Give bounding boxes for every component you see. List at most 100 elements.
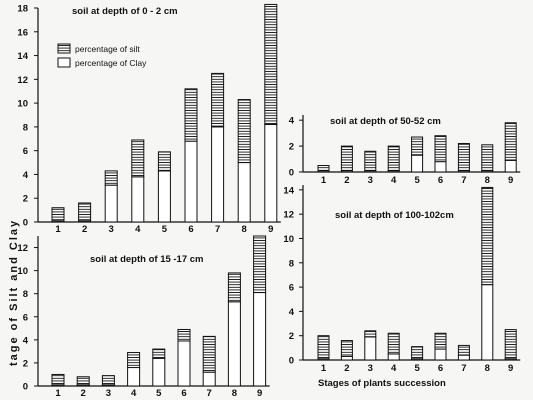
bar-clay [104, 184, 118, 223]
bar-clay [157, 170, 171, 223]
bar-silt [387, 332, 400, 355]
x-tick-label: 8 [485, 175, 490, 186]
bar-silt [76, 376, 90, 386]
bar-silt [253, 235, 267, 294]
y-tick-label: 10 [283, 234, 294, 245]
x-tick-label: 4 [391, 175, 397, 186]
y-tick-label: 14 [17, 51, 28, 62]
bar-clay [434, 161, 447, 173]
bar-silt [504, 329, 517, 360]
x-tick-label: 8 [242, 224, 247, 235]
bar-silt [237, 99, 251, 164]
bar-silt [481, 144, 494, 172]
bar-clay [457, 354, 470, 361]
x-tick-label: 3 [368, 363, 373, 374]
x-tick-label: 7 [461, 363, 466, 374]
bar-silt [264, 3, 278, 126]
x-tick-label: 9 [257, 388, 262, 399]
bar-silt [457, 143, 470, 172]
y-tick-label: 14 [283, 185, 294, 196]
bar-clay [237, 162, 251, 223]
bar-silt [317, 165, 330, 172]
bar-silt [78, 202, 92, 222]
bar-clay [202, 371, 216, 387]
y-tick-label: 10 [17, 266, 28, 277]
bar-silt [127, 352, 141, 369]
x-tick-label: 6 [181, 388, 186, 399]
chart-title: soil at depth of 0 - 2 cm [72, 6, 178, 17]
bar-silt [434, 135, 447, 163]
y-tick-label: 8 [289, 258, 294, 269]
bar-silt [481, 186, 494, 286]
x-tick-label: 4 [131, 388, 137, 399]
y-tick-label: 4 [289, 116, 295, 127]
bar-silt [51, 373, 65, 386]
y-tick-label: 0 [289, 356, 294, 367]
bar-clay [227, 301, 241, 387]
x-tick-label: 9 [508, 175, 513, 186]
bar-clay [364, 336, 377, 361]
x-tick-label: 9 [508, 363, 513, 374]
x-tick-label: 5 [162, 224, 168, 235]
y-tick-label: 2 [23, 358, 28, 369]
chart-title: soil at depth of 100-102cm [335, 210, 454, 221]
bar-silt [457, 344, 470, 356]
bar-silt [104, 170, 118, 186]
x-tick-label: 2 [344, 363, 349, 374]
bar-clay [387, 353, 400, 361]
y-axis-label: tage of Silt and Clay [8, 218, 20, 366]
bar-silt [177, 328, 191, 342]
legend-swatch-clay [57, 57, 71, 68]
bar-clay [504, 159, 517, 173]
bar-clay [152, 357, 166, 387]
x-tick-label: 9 [268, 224, 273, 235]
x-tick-label: 3 [368, 175, 373, 186]
bar-clay [127, 367, 141, 387]
y-tick-label: 0 [289, 168, 294, 179]
bar-clay [131, 176, 145, 223]
bar-clay [340, 355, 353, 361]
x-axis-label: Stages of plants succession [318, 378, 446, 389]
bar-silt [131, 139, 145, 178]
y-tick-label: 12 [17, 75, 28, 86]
legend-label-clay: percentage of Clay [75, 58, 147, 68]
x-tick-label: 3 [109, 224, 114, 235]
x-tick-label: 7 [461, 175, 466, 186]
x-tick-label: 5 [414, 175, 420, 186]
y-tick-label: 10 [17, 99, 28, 110]
bar-clay [481, 284, 494, 361]
x-tick-label: 8 [232, 388, 237, 399]
legend: percentage of silt percentage of Clay [57, 43, 147, 68]
y-tick-label: 6 [23, 146, 28, 157]
bar-silt [411, 346, 424, 360]
y-tick-label: 12 [283, 210, 294, 221]
x-tick-label: 5 [156, 388, 162, 399]
bar-silt [364, 150, 377, 172]
bar-clay [264, 124, 278, 223]
bar-clay [411, 154, 424, 173]
bar-silt [340, 340, 353, 357]
bar-silt [211, 72, 225, 128]
bar-clay [184, 140, 198, 223]
bar-clay [211, 126, 225, 223]
y-tick-label: 0 [23, 382, 28, 393]
y-tick-label: 0 [23, 218, 28, 229]
x-tick-label: 1 [55, 388, 61, 399]
x-tick-label: 6 [438, 363, 443, 374]
x-tick-label: 5 [414, 363, 420, 374]
y-tick-label: 6 [23, 312, 28, 323]
bar-clay [434, 348, 447, 361]
y-tick-label: 12 [17, 243, 28, 254]
x-tick-label: 2 [344, 175, 349, 186]
x-tick-label: 4 [391, 363, 397, 374]
bar-silt [411, 136, 424, 156]
x-tick-label: 4 [135, 224, 141, 235]
x-tick-label: 1 [321, 363, 327, 374]
bar-silt [202, 335, 216, 373]
bar-clay [253, 292, 267, 387]
x-tick-label: 1 [55, 224, 61, 235]
y-tick-label: 8 [23, 122, 28, 133]
bar-silt [434, 332, 447, 350]
y-tick-label: 2 [23, 194, 28, 205]
